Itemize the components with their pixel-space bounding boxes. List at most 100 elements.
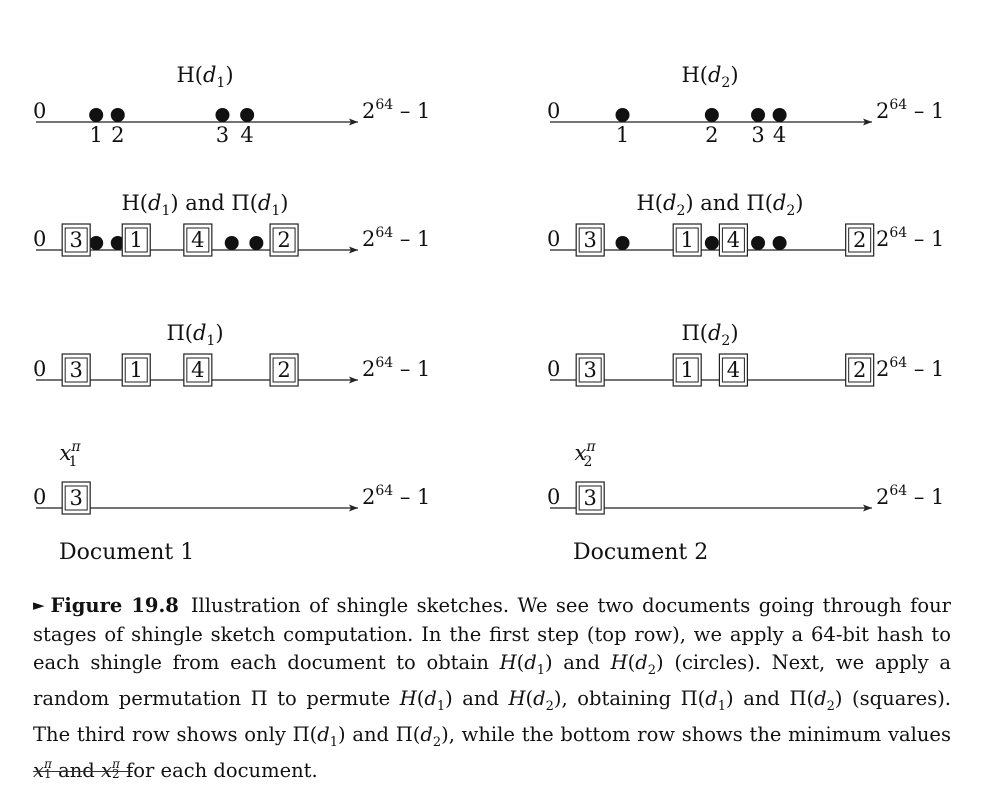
permutation-box	[61, 481, 91, 515]
axis-arrow-icon	[349, 246, 358, 254]
box-label: 2	[277, 228, 290, 252]
permutation-box	[61, 223, 91, 257]
permutation-box	[121, 353, 151, 387]
permutation-box-inner	[186, 227, 210, 253]
permutation-box	[121, 223, 151, 257]
box-label: 4	[191, 358, 204, 382]
axis-arrow-icon	[863, 118, 872, 126]
box-label: 2	[853, 228, 866, 252]
permutation-box-inner	[848, 227, 872, 253]
hash-dot	[751, 108, 766, 122]
axis-end-label: 264 – 1	[876, 97, 944, 123]
box-label: 1	[681, 358, 694, 382]
hash-dot	[240, 108, 255, 122]
dot-label: 3	[751, 123, 764, 147]
hash-dot	[751, 236, 766, 250]
document-label: Document 2	[573, 540, 708, 565]
row-title: xπ 2	[574, 439, 596, 470]
dot-label: 4	[240, 123, 253, 147]
axis-arrow-icon	[349, 504, 358, 512]
hash-dot	[772, 108, 787, 122]
dot-label: 1	[90, 123, 103, 147]
axis-end-label: 264 – 1	[362, 97, 430, 123]
hash-dot	[110, 108, 125, 122]
permutation-box-inner	[124, 357, 148, 383]
box-label: 4	[191, 228, 204, 252]
permutation-box-inner	[272, 357, 296, 383]
row-title: H(d2​) and Π(d2​)	[636, 191, 803, 219]
permutation-box-inner	[578, 227, 602, 253]
permutation-box	[269, 353, 299, 387]
axis-end-label: 264 – 1	[362, 355, 430, 381]
permutation-box-inner	[721, 227, 745, 253]
caption-marker: ►	[33, 596, 45, 614]
hash-dot	[110, 236, 125, 250]
axis-end-label: 264 – 1	[876, 355, 944, 381]
permutation-box	[672, 353, 702, 387]
axis-zero-label: 0	[547, 485, 560, 509]
box-label: 3	[583, 358, 596, 382]
hash-dot	[249, 236, 264, 250]
permutation-box	[183, 223, 213, 257]
axis-zero-label: 0	[33, 357, 46, 381]
permutation-box	[845, 223, 875, 257]
permutation-box-inner	[848, 357, 872, 383]
dot-label: 4	[773, 123, 786, 147]
permutation-box-inner	[64, 357, 88, 383]
axis-end-label: 264 – 1	[876, 225, 944, 251]
caption-text: Illustration of shingle sketches. We see…	[33, 594, 952, 782]
box-label: 3	[69, 228, 82, 252]
row-title: Π(d2​)	[681, 321, 738, 349]
box-label: 3	[69, 358, 82, 382]
permutation-box-inner	[186, 357, 210, 383]
permutation-box-inner	[64, 227, 88, 253]
row-title: Π(d1​)	[166, 321, 223, 349]
dot-label: 1	[616, 123, 629, 147]
permutation-box	[718, 223, 749, 257]
figure-label: Figure 19.8	[50, 594, 179, 617]
hash-dot	[704, 108, 719, 122]
footnote-rule	[33, 771, 133, 772]
box-label: 4	[727, 358, 740, 382]
axis-arrow-icon	[349, 376, 358, 384]
box-label: 1	[130, 358, 143, 382]
dot-label: 2	[111, 123, 124, 147]
hash-dot	[89, 108, 104, 122]
permutation-box-inner	[578, 357, 602, 383]
axis-zero-label: 0	[547, 99, 560, 123]
permutation-box	[269, 223, 299, 257]
hash-dot	[89, 236, 104, 250]
axis-zero-label: 0	[547, 357, 560, 381]
permutation-box-inner	[675, 227, 699, 253]
axis-zero-label: 0	[33, 485, 46, 509]
hash-dot	[615, 236, 630, 250]
permutation-box-inner	[64, 485, 88, 511]
permutation-box	[183, 353, 213, 387]
figure-caption: ► Figure 19.8 Illustration of shingle sket…	[33, 592, 951, 785]
hash-dot	[615, 108, 630, 122]
axis-arrow-icon	[863, 504, 872, 512]
permutation-box-inner	[578, 485, 602, 511]
hash-dot	[704, 236, 719, 250]
document-label: Document 1	[59, 540, 194, 565]
box-label: 3	[69, 486, 82, 510]
box-label: 2	[277, 358, 290, 382]
box-label: 2	[853, 358, 866, 382]
axis-zero-label: 0	[547, 227, 560, 251]
permutation-box	[672, 223, 702, 257]
permutation-box	[575, 223, 605, 257]
permutation-box-inner	[675, 357, 699, 383]
hash-dot	[224, 236, 239, 250]
row-title: xπ 1	[59, 439, 81, 470]
row-title: H(d1​) and Π(d1​)	[121, 191, 288, 219]
permutation-box	[575, 481, 605, 515]
hash-dot	[215, 108, 230, 122]
axis-end-label: 264 – 1	[362, 483, 430, 509]
box-label: 3	[583, 228, 596, 252]
box-label: 1	[130, 228, 143, 252]
permutation-box	[718, 353, 749, 387]
permutation-box-inner	[721, 357, 745, 383]
row-title: H(d2​)	[681, 63, 738, 91]
axis-end-label: 264 – 1	[876, 483, 944, 509]
